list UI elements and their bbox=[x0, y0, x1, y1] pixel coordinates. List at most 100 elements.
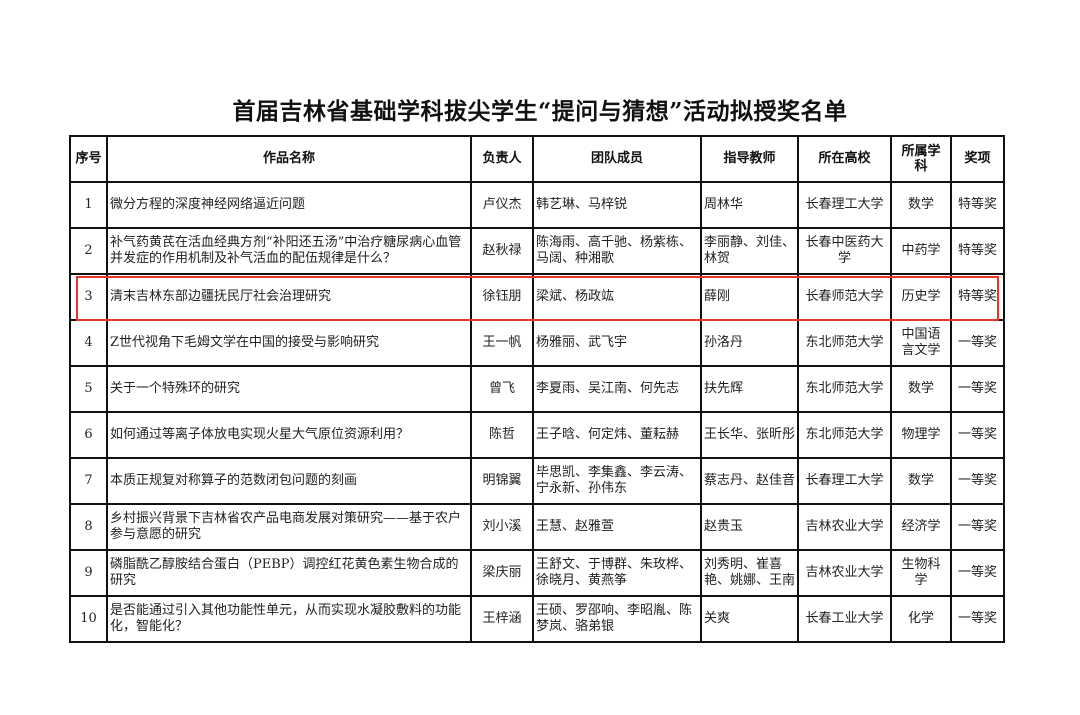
cell-school: 吉林农业大学 bbox=[797, 503, 892, 551]
cell-work-text: 关于一个特殊环的研究 bbox=[110, 381, 241, 396]
cell-work: 补气药黄芪在活血经典方剂“补阳还五汤”中治疗糖尿病心血管并发症的作用机制及补气活… bbox=[106, 227, 472, 275]
cell-work: Z世代视角下毛姆文学在中国的接受与影响研究 bbox=[106, 319, 472, 367]
cell-subject: 数学 bbox=[890, 457, 952, 505]
cell-no-text: 8 bbox=[84, 519, 93, 534]
cell-leader: 徐钰朋 bbox=[470, 273, 534, 321]
table-row: 2 补气药黄芪在活血经典方剂“补阳还五汤”中治疗糖尿病心血管并发症的作用机制及补气… bbox=[69, 227, 1005, 275]
cell-award: 一等奖 bbox=[950, 411, 1005, 459]
table-row: 7 本质正规复对称算子的范数闭包问题的刻画 明锦翼 毕思凯、李集鑫、李云涛、宁永新、孙… bbox=[69, 457, 1005, 505]
cell-no: 8 bbox=[69, 503, 108, 551]
cell-award: 特等奖 bbox=[950, 227, 1005, 275]
cell-leader: 赵秋禄 bbox=[470, 227, 534, 275]
cell-school-text: 东北师范大学 bbox=[805, 335, 884, 350]
award-table: 序号 作品名称 负责人 团队成员 指导教师 所在高校 所属学科 奖项 1 微分方程… bbox=[69, 135, 1005, 643]
cell-subject: 经济学 bbox=[890, 503, 952, 551]
cell-advisor-text: 周林华 bbox=[704, 197, 744, 212]
cell-award-text: 一等奖 bbox=[957, 381, 997, 396]
cell-members: 毕思凯、李集鑫、李云涛、宁永新、孙伟东 bbox=[532, 457, 702, 505]
cell-work-text: 乡村振兴背景下吉林省农产品电商发展对策研究——基于农户参与意愿的研究 bbox=[110, 511, 462, 542]
cell-work-text: 如何通过等离子体放电实现火星大气原位资源利用？ bbox=[110, 427, 410, 442]
cell-leader-text: 梁庆丽 bbox=[482, 565, 522, 580]
cell-subject: 数学 bbox=[890, 181, 952, 229]
cell-work-text: 微分方程的深度神经网络逼近问题 bbox=[110, 197, 306, 212]
cell-advisor-text: 王长华、张昕彤 bbox=[704, 427, 796, 442]
cell-advisor-text: 薛刚 bbox=[704, 289, 731, 304]
cell-no: 6 bbox=[69, 411, 108, 459]
cell-advisor: 周林华 bbox=[700, 181, 799, 229]
cell-school-text: 长春理工大学 bbox=[805, 197, 884, 212]
cell-subject: 化学 bbox=[890, 595, 952, 643]
cell-leader-text: 卢仪杰 bbox=[482, 197, 522, 212]
cell-award-text: 一等奖 bbox=[957, 519, 997, 534]
cell-school-text: 东北师范大学 bbox=[805, 381, 884, 396]
cell-leader: 王一帆 bbox=[470, 319, 534, 367]
cell-school: 东北师范大学 bbox=[797, 319, 892, 367]
cell-award-text: 特等奖 bbox=[957, 197, 997, 212]
header-no: 序号 bbox=[69, 135, 108, 183]
cell-members: 杨雅丽、武飞宇 bbox=[532, 319, 702, 367]
cell-school: 长春中医药大学 bbox=[797, 227, 892, 275]
cell-work: 是否能通过引入其他功能性单元，从而实现水凝胶敷料的功能化，智能化？ bbox=[106, 595, 472, 643]
cell-no-text: 10 bbox=[80, 611, 97, 626]
cell-leader-text: 刘小溪 bbox=[482, 519, 522, 534]
table-row: 10 是否能通过引入其他功能性单元，从而实现水凝胶敷料的功能化，智能化？ 王梓涵 王硕… bbox=[69, 595, 1005, 643]
cell-advisor: 赵贵玉 bbox=[700, 503, 799, 551]
cell-no: 2 bbox=[69, 227, 108, 275]
cell-advisor-text: 扶先辉 bbox=[704, 381, 744, 396]
header-row: 序号 作品名称 负责人 团队成员 指导教师 所在高校 所属学科 奖项 bbox=[69, 135, 1005, 183]
table-row: 4 Z世代视角下毛姆文学在中国的接受与影响研究 王一帆 杨雅丽、武飞宇 孙洛丹 东北师范大… bbox=[69, 319, 1005, 367]
cell-no-text: 1 bbox=[84, 197, 93, 212]
cell-no-text: 2 bbox=[84, 243, 93, 258]
table-row: 1 微分方程的深度神经网络逼近问题 卢仪杰 韩艺琳、马梓锐 周林华 长春理工大学 数学 特等奖 bbox=[69, 181, 1005, 229]
cell-award-text: 特等奖 bbox=[957, 289, 997, 304]
cell-no: 4 bbox=[69, 319, 108, 367]
cell-work: 关于一个特殊环的研究 bbox=[106, 365, 472, 413]
cell-members-text: 李夏雨、吴江南、何先志 bbox=[536, 381, 680, 396]
cell-school-text: 吉林农业大学 bbox=[805, 519, 884, 534]
cell-advisor-text: 孙洛丹 bbox=[704, 335, 744, 350]
cell-members-text: 陈海雨、高千驰、杨紫栋、马阔、种湘歌 bbox=[536, 235, 693, 266]
cell-members: 李夏雨、吴江南、何先志 bbox=[532, 365, 702, 413]
cell-leader-text: 赵秋禄 bbox=[482, 243, 522, 258]
cell-no-text: 7 bbox=[84, 473, 93, 488]
cell-work: 清末吉林东部边疆抚民厅社会治理研究 bbox=[106, 273, 472, 321]
cell-advisor: 关爽 bbox=[700, 595, 799, 643]
header-subject: 所属学科 bbox=[890, 135, 952, 183]
cell-leader-text: 徐钰朋 bbox=[482, 289, 522, 304]
cell-members: 韩艺琳、马梓锐 bbox=[532, 181, 702, 229]
cell-subject: 中药学 bbox=[890, 227, 952, 275]
cell-work-text: Z世代视角下毛姆文学在中国的接受与影响研究 bbox=[110, 335, 380, 350]
cell-work-text: 本质正规复对称算子的范数闭包问题的刻画 bbox=[110, 473, 358, 488]
cell-work: 磷脂酰乙醇胺结合蛋白（PEBP）调控红花黄色素生物合成的研究 bbox=[106, 549, 472, 597]
cell-members-text: 杨雅丽、武飞宇 bbox=[536, 335, 628, 350]
header-school: 所在高校 bbox=[797, 135, 892, 183]
cell-work: 如何通过等离子体放电实现火星大气原位资源利用？ bbox=[106, 411, 472, 459]
cell-subject-text: 中国语言文学 bbox=[901, 327, 941, 358]
cell-school-text: 吉林农业大学 bbox=[805, 565, 884, 580]
cell-members: 陈海雨、高千驰、杨紫栋、马阔、种湘歌 bbox=[532, 227, 702, 275]
cell-award-text: 一等奖 bbox=[957, 335, 997, 350]
cell-subject: 生物科学 bbox=[890, 549, 952, 597]
header-work: 作品名称 bbox=[106, 135, 472, 183]
cell-work-text: 是否能通过引入其他功能性单元，从而实现水凝胶敷料的功能化，智能化？ bbox=[110, 603, 462, 634]
header-members: 团队成员 bbox=[532, 135, 702, 183]
cell-subject-text: 数学 bbox=[907, 381, 934, 396]
cell-members: 王慧、赵雅萱 bbox=[532, 503, 702, 551]
cell-no: 5 bbox=[69, 365, 108, 413]
cell-subject-text: 化学 bbox=[907, 611, 934, 626]
cell-award-text: 特等奖 bbox=[957, 243, 997, 258]
cell-award-text: 一等奖 bbox=[957, 473, 997, 488]
cell-members-text: 王硕、罗邵响、李昭胤、陈梦岚、骆弟银 bbox=[536, 603, 693, 634]
cell-school: 吉林农业大学 bbox=[797, 549, 892, 597]
cell-subject: 数学 bbox=[890, 365, 952, 413]
cell-award: 特等奖 bbox=[950, 181, 1005, 229]
cell-no: 1 bbox=[69, 181, 108, 229]
cell-no-text: 9 bbox=[84, 565, 93, 580]
cell-advisor: 蔡志丹、赵佳音 bbox=[700, 457, 799, 505]
cell-advisor-text: 关爽 bbox=[704, 611, 731, 626]
table-row: 5 关于一个特殊环的研究 曾飞 李夏雨、吴江南、何先志 扶先辉 东北师范大学 数学 一等奖 bbox=[69, 365, 1005, 413]
table-row: 3 清末吉林东部边疆抚民厅社会治理研究 徐钰朋 梁斌、杨政竑 薛刚 长春师范大学 历史学 特等… bbox=[69, 273, 1005, 321]
cell-members: 王硕、罗邵响、李昭胤、陈梦岚、骆弟银 bbox=[532, 595, 702, 643]
cell-subject-text: 数学 bbox=[907, 473, 934, 488]
cell-advisor: 王长华、张昕彤 bbox=[700, 411, 799, 459]
